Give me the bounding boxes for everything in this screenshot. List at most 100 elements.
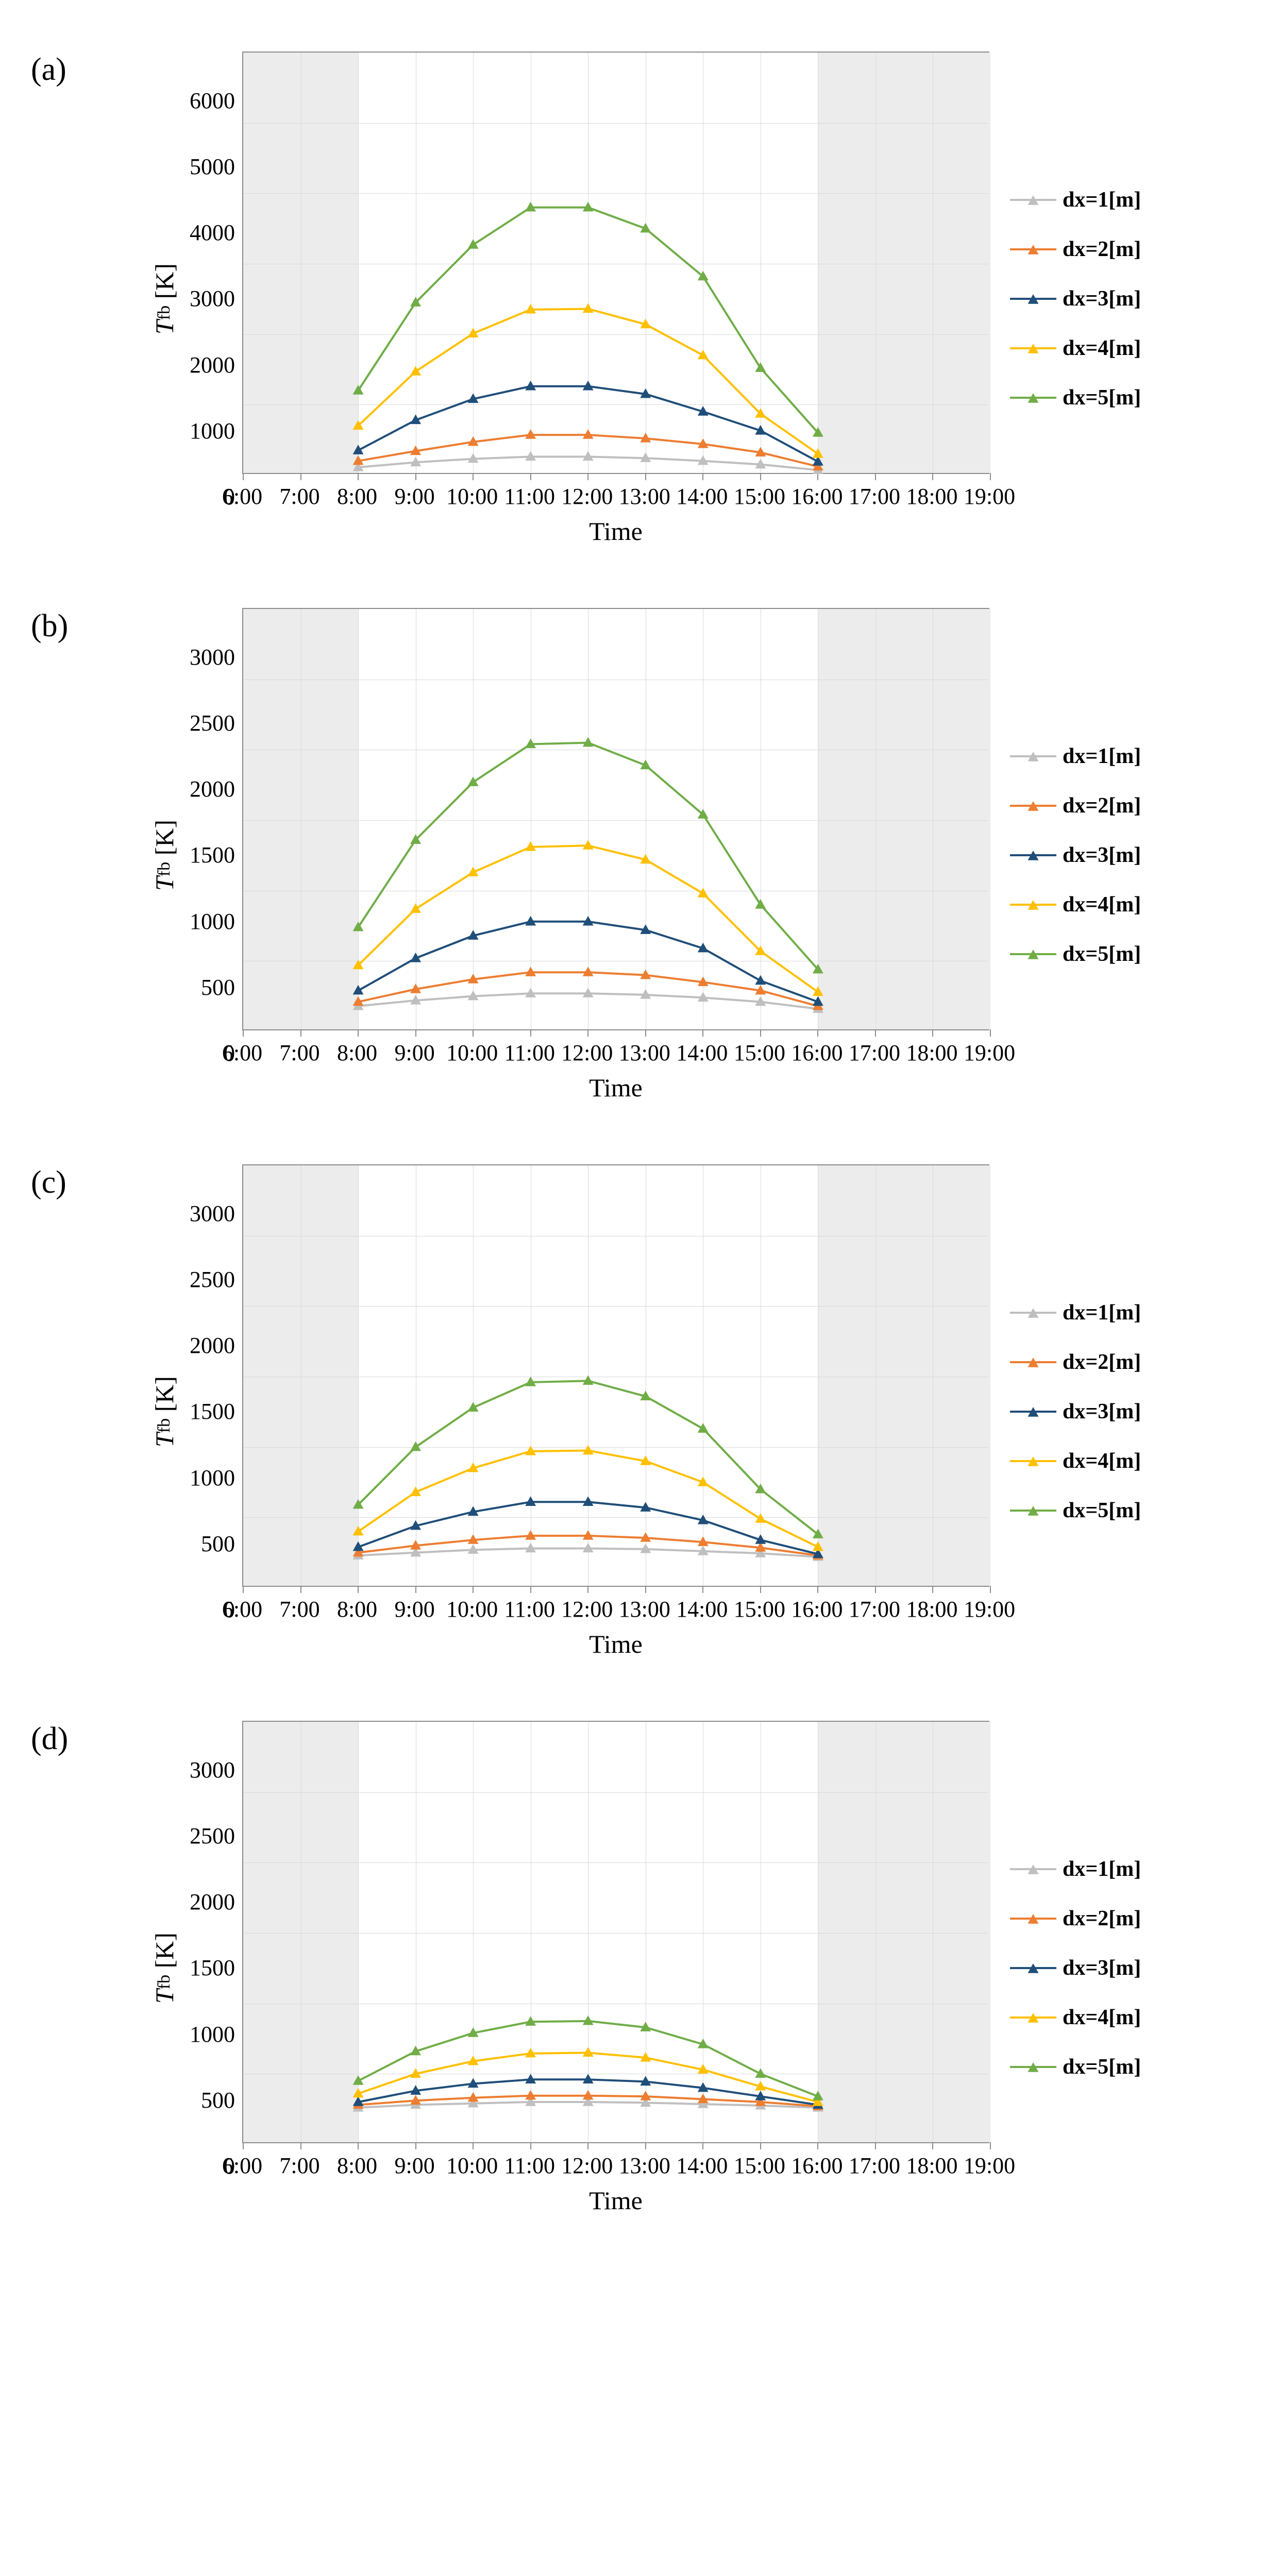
legend-label: dx=1[m] [1063,188,1141,212]
legend-swatch-marker [1028,336,1039,361]
x-tick [358,473,359,480]
legend-item-dx5: dx=5[m] [1010,2055,1141,2079]
y-axis-label: Tfb [K] [149,820,179,891]
legend-swatch-marker [1028,2005,1039,2030]
legend-swatch-marker [1028,237,1039,262]
x-tick-label: 14:00 [676,2153,728,2179]
grid-line-v [358,1165,359,1586]
legend-swatch-line [1010,2066,1056,2068]
panel-b: (b)Tfb [K]3000250020001500100050006:007:… [31,608,1232,1103]
legend: dx=1[m]dx=2[m]dx=3[m]dx=4[m]dx=5[m] [1010,188,1141,410]
legend-item-dx4: dx=4[m] [1010,336,1141,361]
x-tick-label: 18:00 [906,1596,957,1622]
legend-swatch-marker [1028,1857,1039,1882]
legend-label: dx=5[m] [1063,385,1141,410]
legend-item-dx5: dx=5[m] [1010,385,1141,410]
x-tick [760,1586,761,1593]
grid-line-h [243,404,988,405]
plot-area [242,1721,989,2143]
x-axis-ticks: 6:007:008:009:0010:0011:0012:0013:0014:0… [242,2153,989,2179]
x-tick-label: 18:00 [906,1040,957,1066]
grid-line-h [243,820,988,821]
x-tick-label: 13:00 [619,483,670,510]
x-tick [300,2142,301,2149]
x-tick-label: 19:00 [964,483,1015,510]
x-axis-label: Time [242,516,989,546]
legend-item-dx5: dx=5[m] [1010,1498,1141,1523]
legend-item-dx4: dx=4[m] [1010,1449,1141,1473]
x-tick [300,473,301,480]
legend-swatch-marker [1028,286,1039,311]
legend-label: dx=1[m] [1063,1857,1141,1882]
x-tick [300,1029,301,1037]
y-tick-label: 1000 [190,418,235,444]
ylabel-sub: fb [155,1418,174,1433]
x-tick [300,1586,301,1593]
x-tick-label: 9:00 [394,483,434,510]
x-tick [990,2142,991,2149]
x-tick [875,473,876,480]
x-tick-label: 16:00 [791,1040,843,1066]
panel-label: (a) [31,52,66,88]
legend-item-dx1: dx=1[m] [1010,1857,1141,1882]
y-tick-label: 1000 [190,1465,235,1491]
chart-and-axes: Tfb [K]60005000400030002000100006:007:00… [149,52,989,546]
grid-line-h [243,1792,988,1793]
legend-label: dx=1[m] [1063,744,1141,769]
ylabel-main: T [150,1989,179,2004]
legend-swatch-marker [1028,1906,1039,1931]
y-tick-label: 3000 [190,285,235,312]
x-tick-label: 19:00 [964,1596,1015,1622]
x-tick-label: 12:00 [561,1040,613,1066]
y-tick-label: 3000 [190,1757,235,1783]
legend-swatch-marker [1028,1449,1039,1473]
x-tick-label: 16:00 [791,483,843,510]
legend-swatch-line [1010,1361,1056,1363]
x-tick [875,1029,876,1037]
legend-swatch-marker [1028,188,1039,212]
ylabel-main: T [150,1433,179,1447]
x-axis-label: Time [242,2185,989,2215]
legend-swatch-line [1010,1918,1056,1920]
grid-line-v [473,609,474,1029]
legend-label: dx=5[m] [1063,1498,1141,1523]
legend-swatch-line [1010,1411,1056,1413]
x-tick [817,1029,818,1037]
panel-c: (c)Tfb [K]3000250020001500100050006:007:… [31,1164,1232,1659]
legend-label: dx=2[m] [1063,793,1141,818]
chart-and-axes: Tfb [K]3000250020001500100050006:007:008… [149,608,989,1103]
y-tick-label: 500 [201,974,235,1001]
x-tick-label: 9:00 [394,1040,434,1066]
chart-wrap: Tfb [K]60005000400030002000100006:007:00… [149,52,1232,546]
grid-line-v [875,1165,876,1586]
panel-a: (a)Tfb [K]60005000400030002000100006:007… [31,52,1232,546]
legend-swatch-marker [1028,2055,1039,2079]
legend-swatch-line [1010,199,1056,201]
x-tick-label: 19:00 [964,1040,1015,1066]
y-tick-label: 2000 [190,1332,235,1359]
x-tick-label: 14:00 [676,1040,728,1066]
x-tick-label: 15:00 [734,1040,785,1066]
grid-line-h [243,123,988,124]
shade-right [818,1722,990,2142]
legend-swatch-line [1010,953,1056,955]
x-tick-label: 17:00 [849,1040,900,1066]
x-tick [243,473,244,480]
x-tick [817,1586,818,1593]
y-tick-label: 2000 [190,1889,235,1915]
legend-swatch-marker [1028,385,1039,410]
y-tick-label: 4000 [190,219,235,246]
grid-line-h [243,193,988,194]
legend-swatch-line [1010,248,1056,250]
x-tick-label: 10:00 [446,2153,498,2179]
legend-item-dx2: dx=2[m] [1010,1906,1141,1931]
y-tick-label: 1000 [190,2021,235,2047]
x-axis-ticks: 6:007:008:009:0010:0011:0012:0013:0014:0… [242,483,989,510]
x-tick-label: 12:00 [561,1596,613,1622]
grid-line-h [243,334,988,335]
grid-line-v [473,53,474,473]
ylabel-main: T [150,876,179,891]
chart-wrap: Tfb [K]3000250020001500100050006:007:008… [149,1164,1232,1659]
x-tick-label: 7:00 [279,1040,319,1066]
x-tick-label: 11:00 [504,2153,555,2179]
